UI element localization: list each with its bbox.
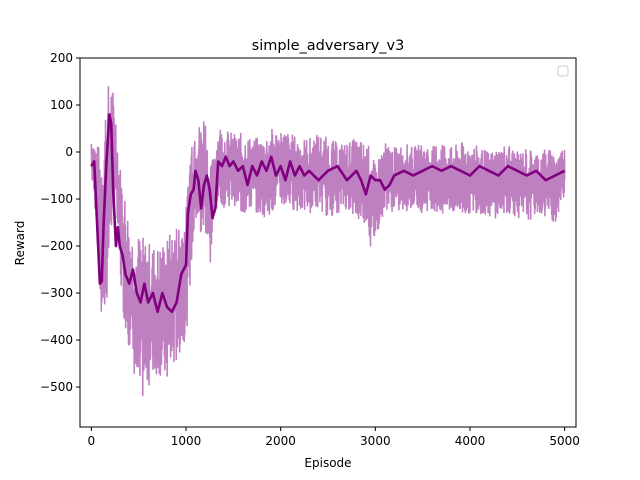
y-tick-label: −300 xyxy=(40,286,73,300)
x-tick-label: 1000 xyxy=(171,434,202,448)
x-tick-label: 4000 xyxy=(455,434,486,448)
y-tick-label: −100 xyxy=(40,192,73,206)
y-tick-label: 100 xyxy=(50,98,73,112)
chart-title: simple_adversary_v3 xyxy=(252,38,405,54)
x-tick-label: 2000 xyxy=(265,434,296,448)
y-axis-label: Reward xyxy=(13,221,27,266)
x-tick-label: 5000 xyxy=(549,434,580,448)
x-axis-label: Episode xyxy=(304,456,351,470)
smoothed-series-layer xyxy=(90,113,566,314)
x-tick-label: 3000 xyxy=(360,434,391,448)
plot-frame xyxy=(79,57,577,428)
y-tick-label: 0 xyxy=(65,145,73,159)
x-tick-label: 0 xyxy=(88,434,96,448)
y-tick-label: 200 xyxy=(50,51,73,65)
x-axis-ticks: 0 1000 2000 3000 4000 5000 xyxy=(88,427,580,448)
y-tick-label: −200 xyxy=(40,239,73,253)
y-axis-ticks: 200 100 0 −100 −200 −300 −400 −500 xyxy=(40,51,80,394)
legend-box xyxy=(557,65,569,77)
smoothed-reward-line xyxy=(90,113,566,314)
y-tick-label: −500 xyxy=(40,380,73,394)
y-tick-label: −400 xyxy=(40,333,73,347)
